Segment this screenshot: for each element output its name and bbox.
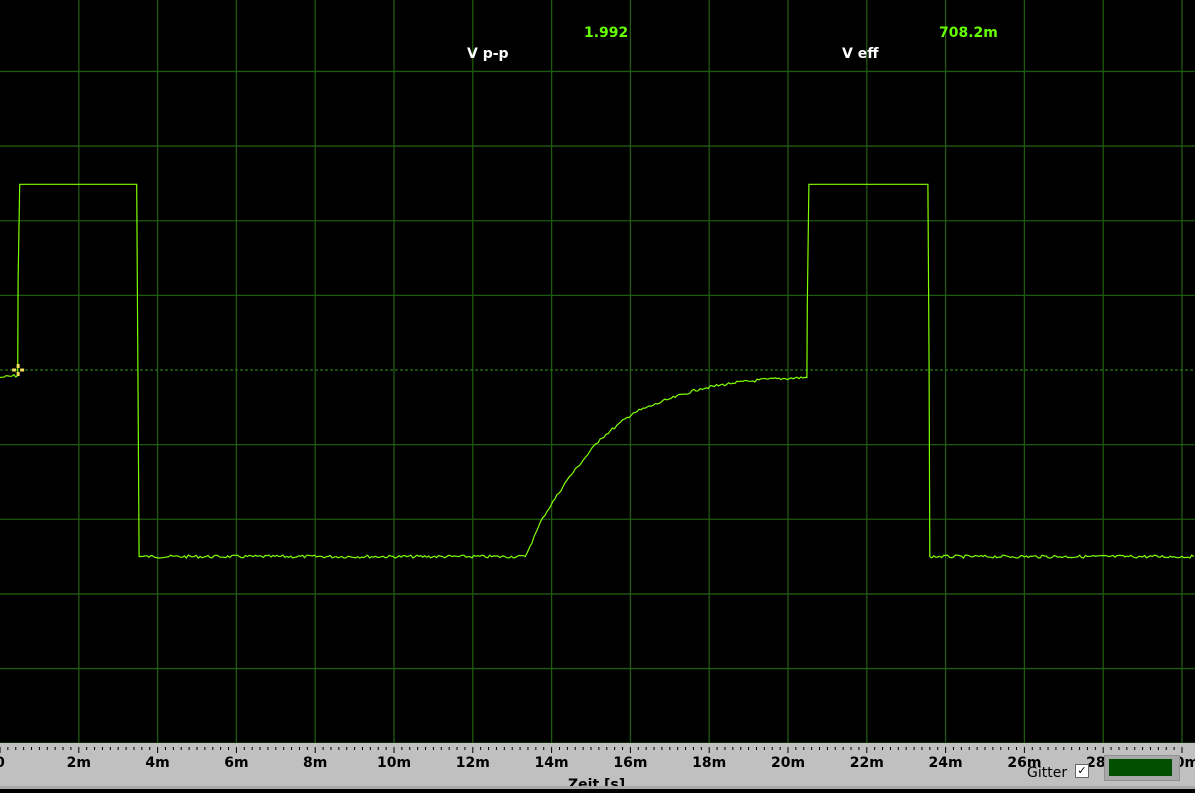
x-tick-label: 6m bbox=[224, 755, 249, 771]
trigger-marker-icon bbox=[12, 364, 25, 376]
x-tick-label: 8m bbox=[303, 755, 328, 771]
x-tick-label: 0 bbox=[0, 755, 5, 771]
x-axis-label: Zeit [s] bbox=[568, 777, 626, 793]
veff-label: V eff bbox=[842, 46, 879, 62]
x-tick-label: 14m bbox=[534, 755, 569, 771]
x-tick-label: 4m bbox=[145, 755, 170, 771]
vpp-value: 1.992 bbox=[584, 25, 629, 41]
x-tick-label: 20m bbox=[770, 755, 806, 771]
grid-color-swatch bbox=[1109, 759, 1172, 776]
grid-checkbox[interactable]: ✓ bbox=[1075, 764, 1089, 778]
x-tick-label: 12m bbox=[455, 755, 490, 771]
x-tick-label: 2m bbox=[66, 755, 91, 771]
x-tick-label: 22m bbox=[849, 755, 884, 771]
plot-area bbox=[0, 0, 1195, 744]
veff-value: 708.2m bbox=[939, 25, 998, 41]
x-tick-label: 16m bbox=[613, 755, 648, 771]
vpp-label: V p-p bbox=[467, 46, 509, 62]
x-tick-label: 26m bbox=[1007, 755, 1042, 771]
x-tick-label: 10m bbox=[376, 755, 412, 771]
time-axis: 02m4m6m8m10m12m14m16m18m20m22m24m26m28m3… bbox=[0, 743, 1195, 793]
grid-color-button[interactable] bbox=[1104, 755, 1180, 781]
signal-trace bbox=[0, 183, 1195, 560]
oscilloscope-screen: V p-p 1.992 V eff 708.2m bbox=[0, 0, 1195, 744]
grid-label: Gitter bbox=[1027, 765, 1068, 781]
axis-ticks bbox=[0, 747, 1183, 753]
x-tick-label: 18m bbox=[692, 755, 727, 771]
x-tick-label: 24m bbox=[928, 755, 963, 771]
divider bbox=[0, 786, 1195, 789]
